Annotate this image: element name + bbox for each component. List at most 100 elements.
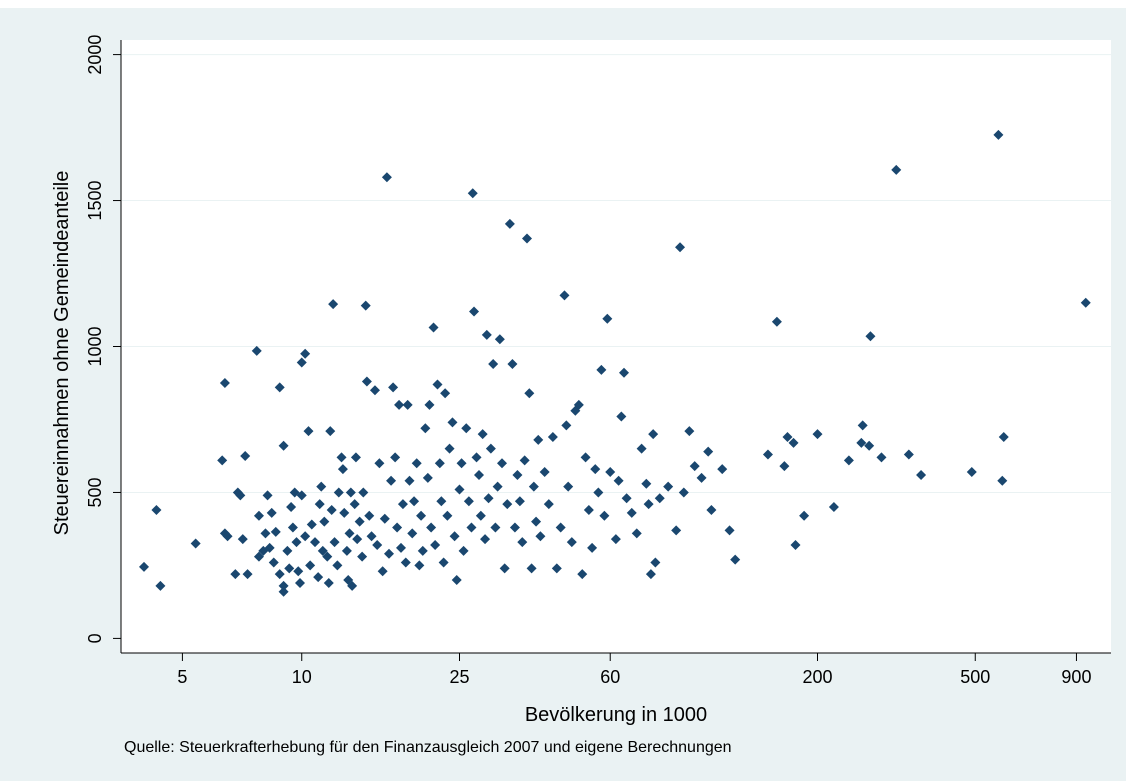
data-point <box>483 493 494 504</box>
data-point <box>619 367 630 378</box>
data-point <box>577 569 588 580</box>
data-point <box>864 440 875 451</box>
data-point <box>602 313 613 324</box>
data-point <box>253 551 264 562</box>
data-point <box>235 490 246 501</box>
data-point <box>469 306 480 317</box>
data-point <box>352 534 363 545</box>
data-point <box>475 510 486 521</box>
data-point <box>706 504 717 515</box>
data-point <box>643 499 654 510</box>
data-point <box>521 233 532 244</box>
y-tick-label: 1000 <box>85 326 105 366</box>
data-point <box>440 388 451 399</box>
data-point <box>282 545 293 556</box>
data-point <box>724 525 735 536</box>
data-point <box>454 484 465 495</box>
grid-lines <box>122 54 1111 493</box>
data-point <box>400 557 411 568</box>
data-point <box>354 516 365 527</box>
data-point <box>561 420 572 431</box>
data-point <box>492 481 503 492</box>
data-point <box>253 510 264 521</box>
data-point <box>788 437 799 448</box>
data-point <box>613 475 624 486</box>
data-point <box>466 522 477 533</box>
data-point <box>782 431 793 442</box>
data-point <box>812 429 823 440</box>
data-point <box>428 322 439 333</box>
data-point <box>689 461 700 472</box>
data-point <box>494 334 505 345</box>
data-point <box>717 464 728 475</box>
data-point <box>641 478 652 489</box>
data-point <box>404 475 415 486</box>
data-point <box>559 290 570 301</box>
data-point <box>436 496 447 507</box>
data-point <box>332 560 343 571</box>
data-point <box>444 443 455 454</box>
x-tick-label: 60 <box>600 667 620 687</box>
data-point <box>539 467 550 478</box>
data-point <box>295 577 306 588</box>
data-point <box>291 537 302 548</box>
data-point <box>266 507 277 518</box>
data-point <box>138 561 149 572</box>
data-point <box>663 481 674 492</box>
data-point <box>477 429 488 440</box>
data-points <box>138 129 1091 597</box>
data-point <box>274 569 285 580</box>
data-point <box>528 481 539 492</box>
data-point <box>499 563 510 574</box>
data-point <box>344 528 355 539</box>
data-point <box>155 580 166 591</box>
data-point <box>424 399 435 410</box>
data-point <box>190 538 201 549</box>
data-point <box>762 449 773 460</box>
data-point <box>392 522 403 533</box>
data-point <box>456 458 467 469</box>
data-point <box>309 537 320 548</box>
data-point <box>411 458 422 469</box>
data-point <box>490 522 501 533</box>
data-point <box>333 487 344 498</box>
data-point <box>296 490 307 501</box>
data-point <box>313 572 324 583</box>
x-axis: 5 10 25 60 200 500 900 <box>121 652 1111 687</box>
data-point <box>345 487 356 498</box>
data-point <box>396 542 407 553</box>
data-point <box>636 443 647 454</box>
data-point <box>496 458 507 469</box>
data-point <box>260 528 271 539</box>
data-point <box>654 493 665 504</box>
data-point <box>514 496 525 507</box>
data-point <box>341 545 352 556</box>
data-point <box>916 469 927 480</box>
data-point <box>587 542 598 553</box>
data-point <box>504 218 515 229</box>
data-point <box>533 434 544 445</box>
data-point <box>422 472 433 483</box>
data-point <box>998 431 1009 442</box>
data-point <box>461 423 472 434</box>
data-point <box>284 563 295 574</box>
data-point <box>364 510 375 521</box>
data-point <box>551 563 562 574</box>
data-point <box>278 580 289 591</box>
data-point <box>420 423 431 434</box>
data-point <box>369 385 380 396</box>
data-point <box>828 502 839 513</box>
data-point <box>314 499 325 510</box>
data-point <box>336 452 347 463</box>
data-point <box>509 522 520 533</box>
data-point <box>480 534 491 545</box>
data-point <box>891 164 902 175</box>
data-point <box>471 452 482 463</box>
data-point <box>278 440 289 451</box>
data-point <box>240 450 251 461</box>
data-point <box>517 537 528 548</box>
data-point <box>374 458 385 469</box>
data-point <box>278 586 289 597</box>
data-point <box>386 475 397 486</box>
data-point <box>286 502 297 513</box>
